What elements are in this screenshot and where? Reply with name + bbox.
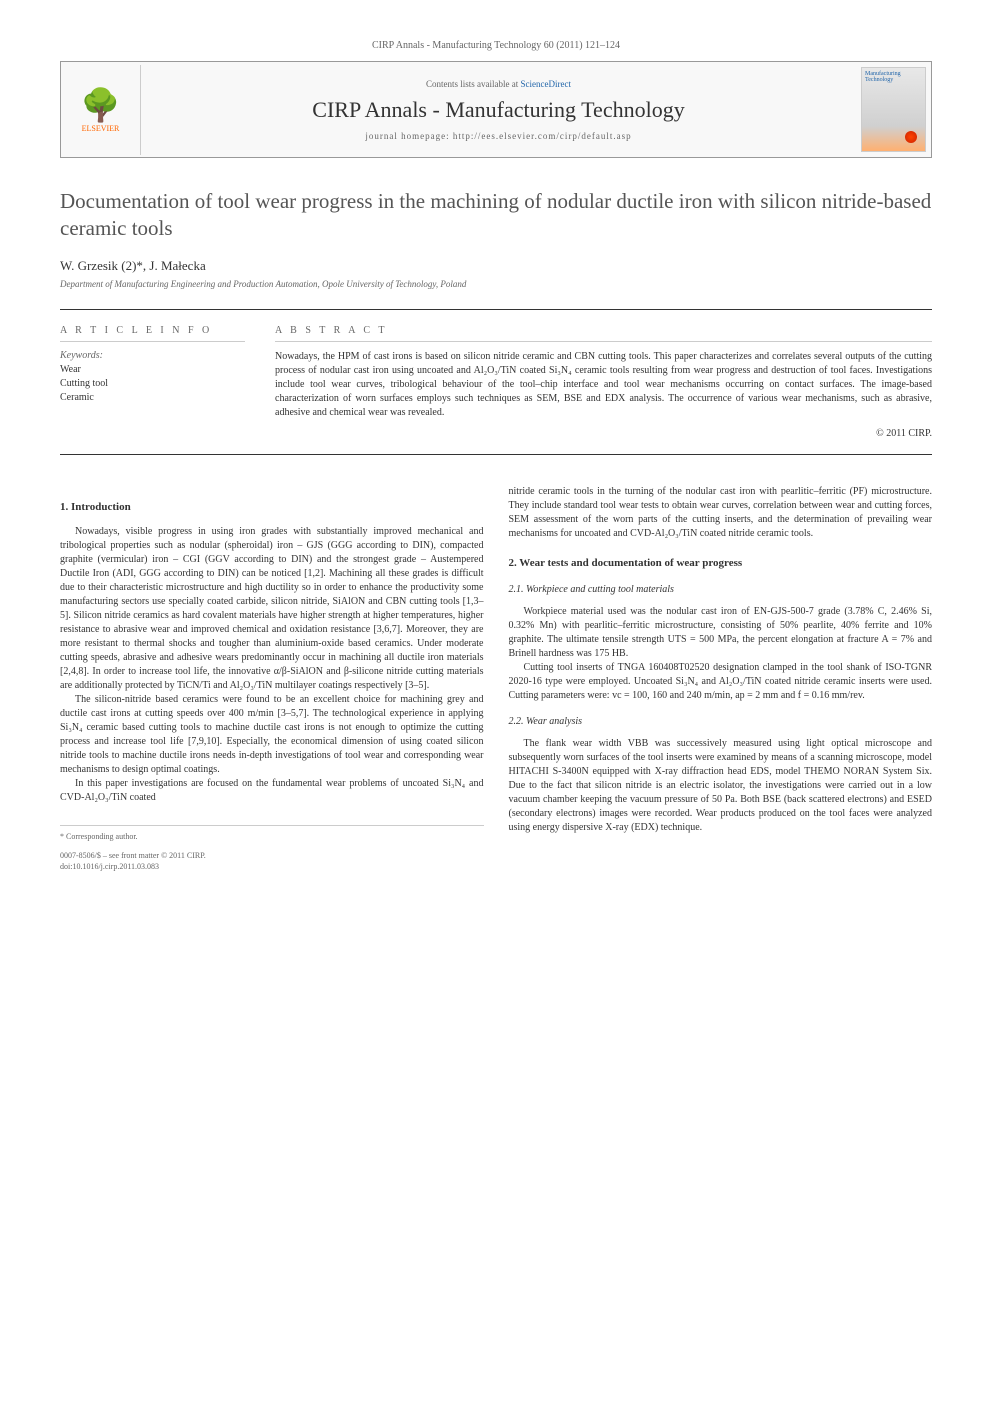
sec22-p1: The flank wear width VBB was successivel…	[509, 737, 933, 835]
doi-line: doi:10.1016/j.cirp.2011.03.083	[60, 861, 484, 872]
sciencedirect-link[interactable]: ScienceDirect	[521, 79, 571, 89]
issn-line: 0007-8506/$ – see front matter © 2011 CI…	[60, 850, 484, 861]
keyword-2: Cutting tool	[60, 377, 245, 391]
info-abstract-container: A R T I C L E I N F O Keywords: Wear Cut…	[60, 309, 932, 455]
cover-text: Manufacturing Technology	[865, 71, 901, 83]
main-content: 1. Introduction Nowadays, visible progre…	[60, 485, 932, 873]
sec21-p1: Workpiece material used was the nodular …	[509, 605, 933, 661]
keyword-3: Ceramic	[60, 391, 245, 405]
intro-p2: The silicon-nitride based ceramics were …	[60, 693, 484, 777]
intro-p3: In this paper investigations are focused…	[60, 777, 484, 805]
keyword-1: Wear	[60, 363, 245, 377]
citation-header: CIRP Annals - Manufacturing Technology 6…	[60, 40, 932, 51]
right-column: nitride ceramic tools in the turning of …	[509, 485, 933, 873]
intro-p1: Nowadays, visible progress in using iron…	[60, 525, 484, 693]
abstract-text: Nowadays, the HPM of cast irons is based…	[275, 350, 932, 420]
sec21-heading: 2.1. Workpiece and cutting tool material…	[509, 583, 933, 597]
abstract-section: A B S T R A C T Nowadays, the HPM of cas…	[260, 310, 932, 454]
sec22-heading: 2.2. Wear analysis	[509, 715, 933, 729]
journal-homepage: journal homepage: http://ees.elsevier.co…	[151, 131, 846, 141]
elsevier-logo: 🌳 ELSEVIER	[61, 65, 141, 155]
article-info-title: A R T I C L E I N F O	[60, 325, 245, 342]
affiliation: Department of Manufacturing Engineering …	[60, 279, 932, 289]
elsevier-tree-icon: 🌳	[81, 86, 121, 124]
copyright: © 2011 CIRP.	[275, 428, 932, 439]
contents-line: Contents lists available at ScienceDirec…	[151, 79, 846, 89]
left-column: 1. Introduction Nowadays, visible progre…	[60, 485, 484, 873]
contents-text: Contents lists available at	[426, 79, 520, 89]
authors: W. Grzesik (2)*, J. Małecka	[60, 258, 932, 274]
journal-center: Contents lists available at ScienceDirec…	[141, 69, 856, 151]
sec21-p2: Cutting tool inserts of TNGA 160408T0252…	[509, 661, 933, 703]
keywords-label: Keywords:	[60, 350, 245, 361]
journal-header: 🌳 ELSEVIER Contents lists available at S…	[60, 61, 932, 158]
journal-title: CIRP Annals - Manufacturing Technology	[151, 97, 846, 123]
journal-cover-thumbnail: Manufacturing Technology	[861, 67, 926, 152]
article-info: A R T I C L E I N F O Keywords: Wear Cut…	[60, 310, 260, 454]
elsevier-label: ELSEVIER	[82, 124, 120, 133]
intro-p3-cont: nitride ceramic tools in the turning of …	[509, 485, 933, 541]
footer-section: * Corresponding author. 0007-8506/$ – se…	[60, 825, 484, 873]
corresponding-author: * Corresponding author.	[60, 831, 484, 842]
article-title: Documentation of tool wear progress in t…	[60, 188, 932, 243]
abstract-title: A B S T R A C T	[275, 325, 932, 342]
intro-heading: 1. Introduction	[60, 500, 484, 515]
sec2-heading: 2. Wear tests and documentation of wear …	[509, 556, 933, 571]
